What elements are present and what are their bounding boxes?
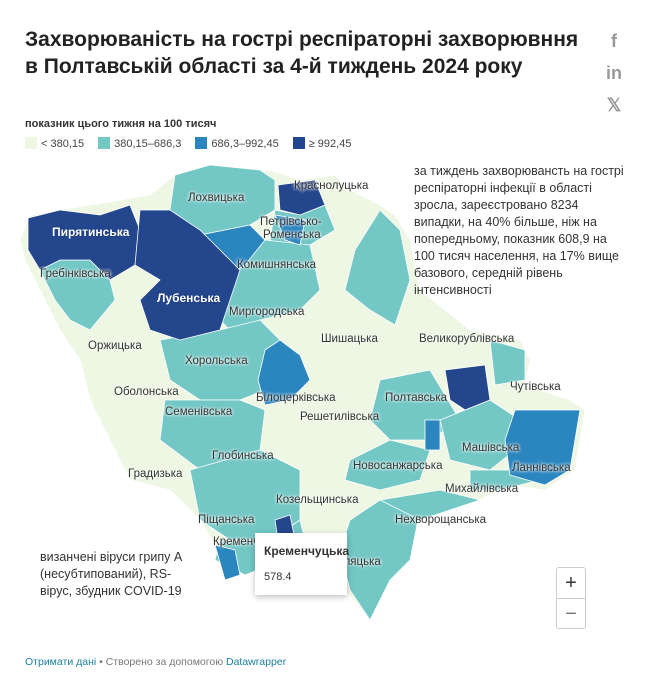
map-label: Лохвицька (188, 192, 245, 204)
region-lubenska (134, 209, 241, 341)
annotation-summary: за тиждень захворюванcть на гострі респі… (414, 164, 624, 297)
facebook-icon[interactable]: f (611, 31, 617, 51)
map-label: Глобинська (212, 450, 274, 462)
legend-title: показник цього тижня на 100 тисяч (25, 118, 217, 130)
tooltip: Кременчуцька 578.4 (255, 533, 350, 595)
map-label: Решетилівська (300, 411, 380, 423)
map-label: Краснолуцька (294, 180, 369, 192)
map-label: Лубенська (157, 291, 221, 305)
region-pyriatynska (27, 204, 141, 281)
map-label: Піщанська (198, 514, 255, 526)
region-nekhvoroshchanska (378, 489, 482, 521)
map-label: Семенівська (165, 406, 233, 418)
page-title: Захворюваність на гострі респіраторні за… (25, 28, 579, 78)
map-label: Новосанжарська (353, 460, 443, 472)
legend-label: 380,15–686,3 (114, 138, 182, 150)
region-velykorublivska (489, 339, 526, 386)
region-krasnolutska (277, 179, 326, 216)
tooltip-value: 578.4 (264, 571, 292, 583)
annotation-viruses: визанчені віруси грипу А (несубтипований… (40, 550, 183, 598)
legend-swatch (98, 137, 111, 149)
map-label: Великорублівська (419, 333, 515, 345)
legend-swatch (195, 137, 208, 149)
linkedin-icon[interactable]: in (606, 63, 622, 83)
map-label: Михайлівська (445, 483, 519, 495)
tooltip-title: Кременчуцька (264, 544, 350, 558)
map-label: Пирятинська (52, 225, 130, 239)
get-data-link[interactable]: Отримати дані (25, 656, 97, 668)
legend: < 380,15 380,15–686,3 686,3–992,45 ≥ 992… (25, 137, 351, 150)
datawrapper-link[interactable]: Datawrapper (226, 656, 287, 668)
legend-label: 686,3–992,45 (211, 138, 279, 150)
map-label: Оржицька (88, 340, 142, 352)
map-label: Миргородська (229, 306, 305, 318)
legend-item: 380,15–686,3 (98, 137, 181, 150)
zoom-controls: + − (556, 567, 586, 629)
map-label: Чутівська (510, 381, 561, 393)
zoom-in-button[interactable]: + (565, 572, 577, 594)
map-label: Оболонська (114, 386, 179, 398)
map-label: Шишацька (321, 333, 378, 345)
zoom-out-button[interactable]: − (557, 598, 585, 629)
footer-text: • Створено за допомогою (96, 656, 226, 668)
map-label: Хорольська (185, 355, 248, 367)
footer: Отримати дані • Створено за допомогою Da… (25, 656, 286, 668)
map-label: Машівська (462, 442, 520, 454)
map-label: Нехворощанська (395, 514, 486, 526)
region-lannivska (504, 409, 581, 486)
legend-item: 686,3–992,45 (195, 137, 279, 150)
legend-swatch (292, 137, 305, 149)
map-label: Білоцерківська (256, 392, 336, 404)
region-petrivsko-part (274, 214, 306, 246)
region-small-blue (424, 419, 441, 451)
map-label: Петрівсько- (260, 216, 322, 228)
map-label: Комишнянська (237, 259, 317, 271)
region-bilotserkivska (257, 339, 311, 406)
legend-label: ≥ 992,45 (308, 138, 352, 150)
map-label: Роменська (263, 229, 321, 241)
legend-label: < 380,15 (41, 138, 85, 150)
legend-swatch (25, 137, 37, 149)
x-icon[interactable]: 𝕏 (606, 95, 622, 115)
map-label: Градизька (128, 468, 183, 480)
region-poltava-city (444, 364, 491, 411)
map-label: Ланнівська (512, 462, 571, 474)
map-label: Полтавська (385, 392, 448, 404)
region-kremenchutska (214, 544, 241, 581)
legend-item: ≥ 992,45 (292, 137, 352, 150)
map-label: Козельщинська (276, 494, 359, 506)
region-east (344, 209, 411, 326)
map-label: Гребінківська (40, 268, 111, 280)
legend-item: < 380,15 (25, 137, 84, 150)
